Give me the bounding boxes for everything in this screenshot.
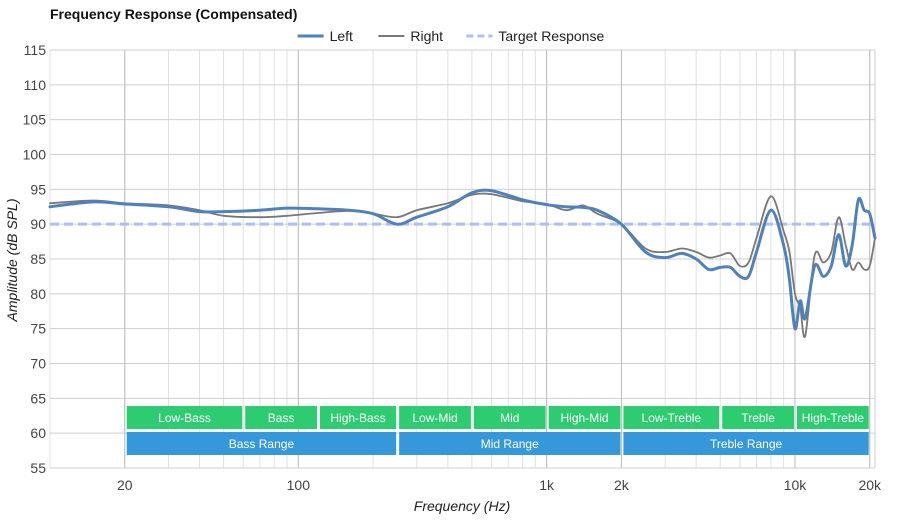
x-tick-label: 20k: [858, 477, 882, 493]
legend-label: Left: [330, 28, 353, 44]
band-bar: [319, 406, 397, 429]
band-label: Treble: [741, 411, 775, 425]
band-label: High-Treble: [802, 411, 865, 425]
y-tick-label: 105: [23, 112, 47, 128]
x-tick-label: 10k: [784, 477, 808, 493]
band-label: Low-Treble: [642, 411, 702, 425]
y-tick-label: 75: [30, 321, 46, 337]
legend: Left Right Target Response: [297, 28, 604, 44]
x-tick-label: 20: [117, 477, 133, 493]
band-bar: [399, 406, 471, 429]
y-tick-label: 80: [30, 286, 46, 302]
band-label: Bass Range: [229, 437, 295, 451]
y-tick-label: 110: [24, 77, 47, 93]
legend-label: Right: [410, 28, 443, 44]
y-tick-label: 55: [30, 460, 46, 476]
band-bar: [473, 406, 546, 429]
major-grid: [50, 49, 876, 469]
band-label: High-Bass: [330, 411, 385, 425]
y-tick-label: 85: [30, 251, 46, 267]
series-lines: [48, 188, 877, 339]
y-tick-label: 70: [30, 356, 46, 372]
band-bar: [245, 406, 317, 429]
x-tick-labels: 20 100 1k 2k 10k 20k: [117, 477, 882, 493]
y-tick-label: 60: [30, 425, 46, 441]
band-label: High-Mid: [561, 411, 609, 425]
band-bar: [126, 432, 397, 455]
y-tick-label: 95: [30, 181, 46, 197]
band-bar: [796, 406, 869, 429]
series-line-right: [49, 192, 876, 339]
chart-title: Frequency Response (Compensated): [50, 6, 298, 22]
band-label: Low-Mid: [412, 411, 457, 425]
y-tick-label: 90: [30, 216, 46, 232]
band-bar: [722, 406, 794, 429]
y-tick-label: 65: [30, 390, 46, 406]
x-axis-label: Frequency (Hz): [414, 498, 510, 514]
band-bar: [126, 406, 243, 429]
y-tick-label: 100: [23, 147, 47, 163]
band-label: Mid Range: [481, 437, 539, 451]
band-bar: [399, 432, 621, 455]
x-tick-label: 2k: [614, 477, 630, 493]
x-tick-label: 1k: [539, 477, 555, 493]
band-bar: [623, 432, 869, 455]
band-bar: [548, 406, 621, 429]
series-line-left: [48, 188, 877, 331]
legend-label: Target Response: [498, 28, 604, 44]
y-tick-labels: 55 60 65 70 75 80 85 90 95 100 105 110 115: [23, 42, 47, 476]
y-axis-label: Amplitude (dB SPL): [4, 199, 20, 323]
band-label: Bass: [268, 411, 295, 425]
x-tick-label: 100: [287, 477, 311, 493]
frequency-bands: Low-Bass Bass High-Bass Low-Mid Mid High-Mid L…: [126, 406, 869, 455]
band-label: Treble Range: [710, 437, 783, 451]
band-bar: [623, 406, 720, 429]
band-label: Mid: [500, 411, 519, 425]
y-tick-label: 115: [24, 42, 47, 58]
band-label: Low-Bass: [158, 411, 211, 425]
